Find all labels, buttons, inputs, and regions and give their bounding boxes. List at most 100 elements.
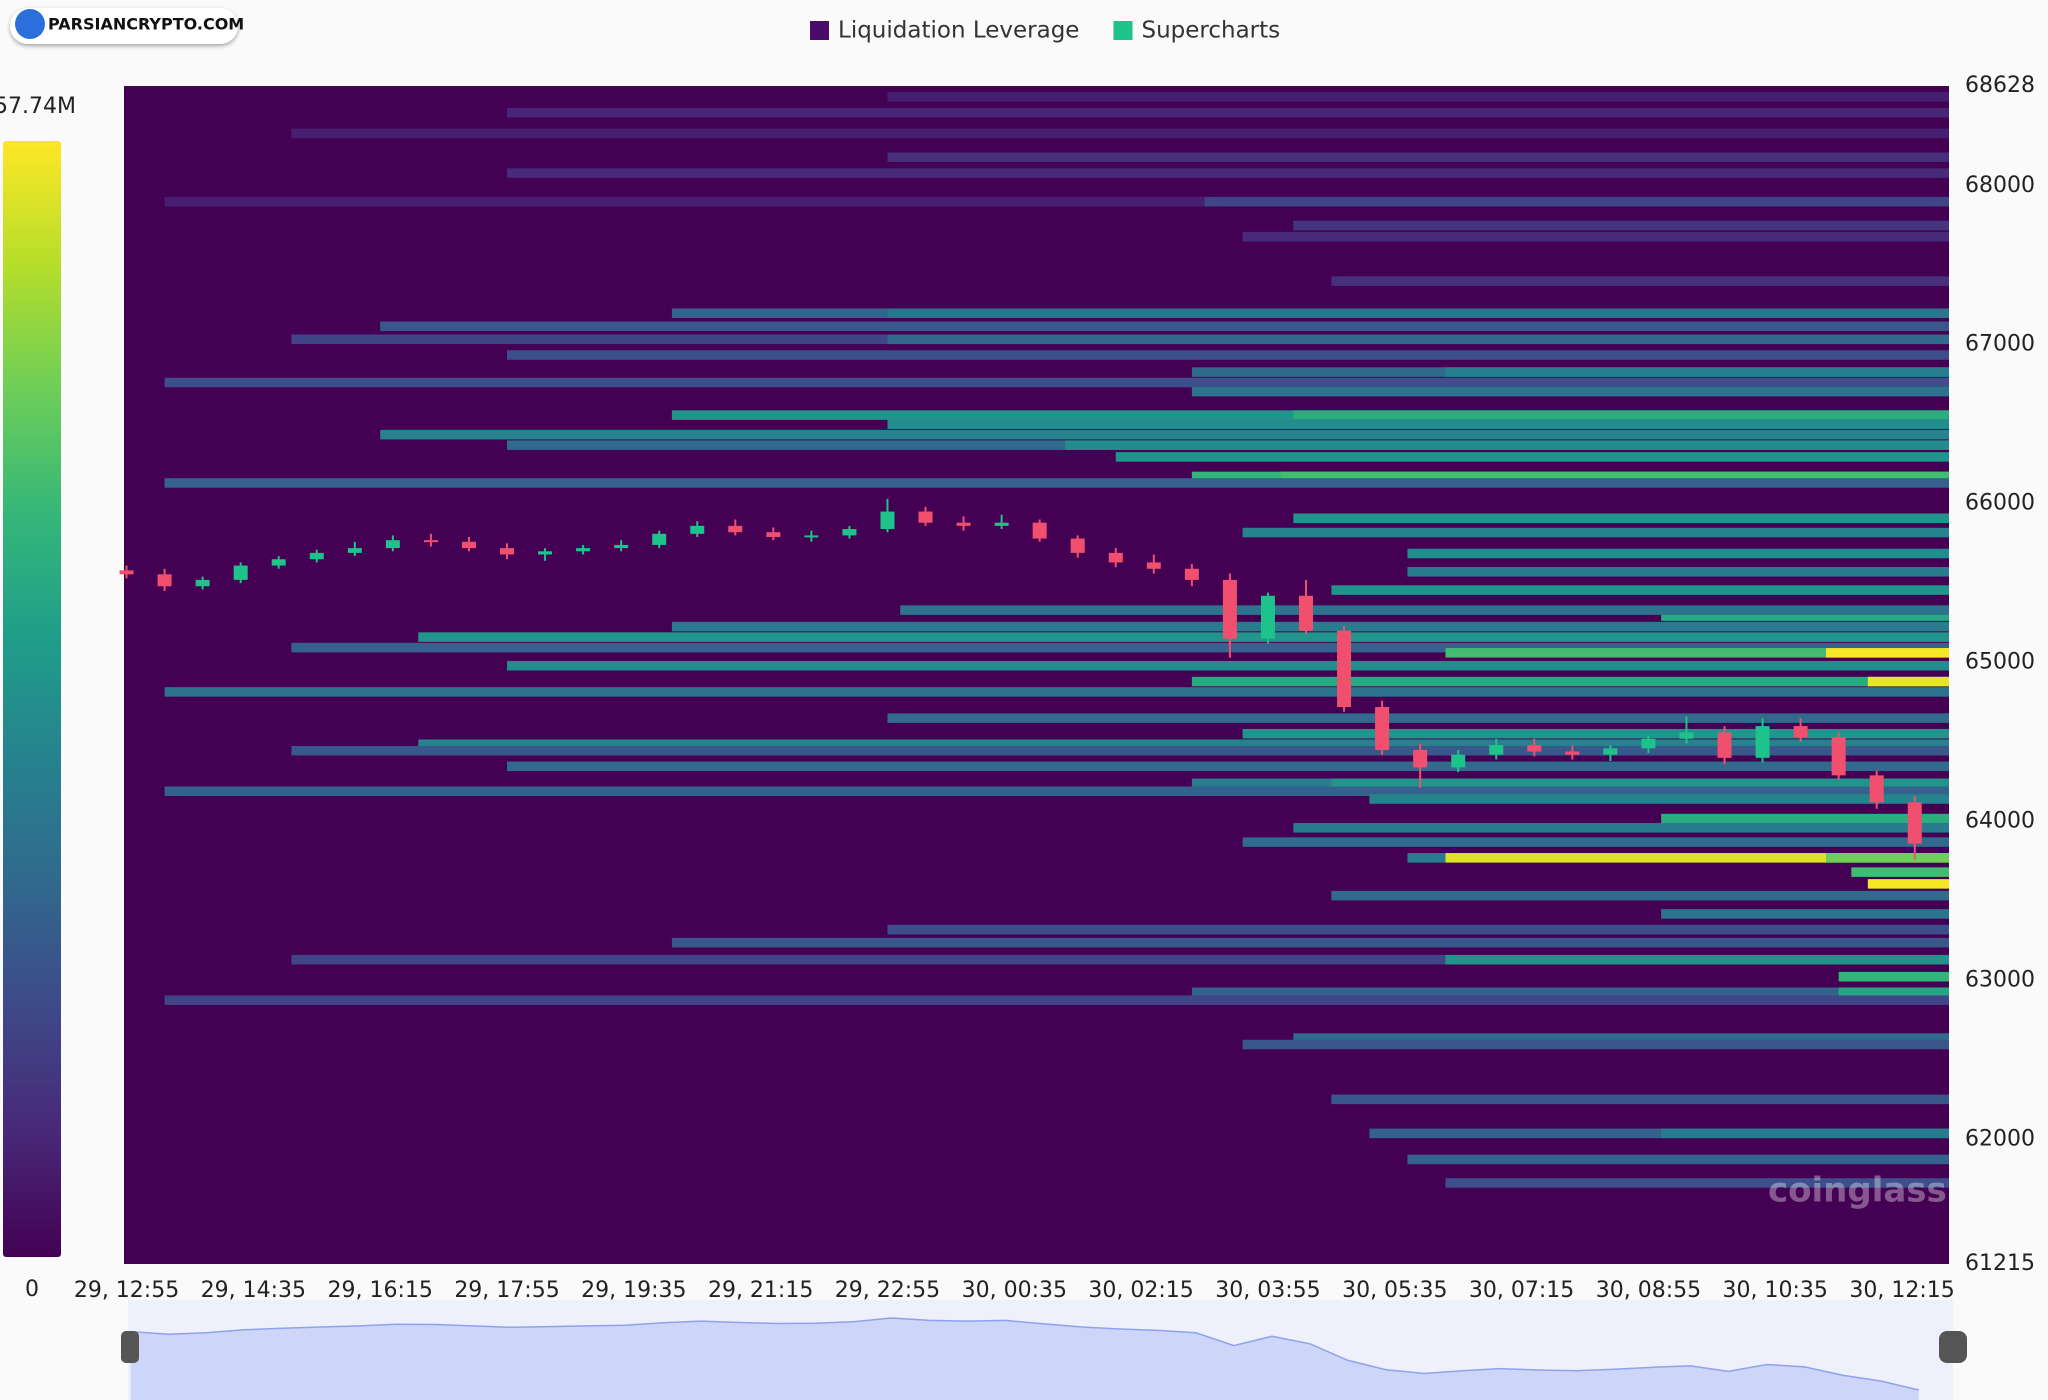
navigator-handle-right[interactable] [1939,1331,1967,1363]
heat-band [1280,471,1949,482]
candle-body [1032,522,1047,539]
heat-band [1661,611,1949,621]
candle-body [1793,726,1808,738]
legend-swatch [810,21,829,40]
x-tick-label: 29, 17:55 [454,1278,559,1303]
candle-body [538,551,553,555]
candle-body [1565,751,1580,755]
y-tick-label: 67000 [1965,332,2035,357]
legend-label: Supercharts [1141,18,1280,44]
logo[interactable]: PARSIANCRYPTO.COM [10,8,244,44]
plot [119,92,1950,1188]
heat-band [1661,909,1949,919]
candle-body [1717,732,1732,758]
x-tick-label: 30, 03:55 [1215,1278,1320,1303]
heat-band [507,761,1949,772]
candle-body [1222,579,1237,639]
x-tick-label: 29, 19:35 [581,1278,686,1303]
heat-band [164,687,1949,697]
heat-band [418,632,1949,642]
heat-band [887,334,1949,345]
heat-band [671,937,1949,948]
logo-text: PARSIANCRYPTO.COM [48,15,244,34]
heat-band [1825,853,1949,863]
candle-body [347,548,362,553]
heat-band [1115,452,1949,462]
candle-body [1108,552,1123,563]
heat-band [1445,367,1949,377]
heat-band [887,924,1949,935]
x-tick-label: 29, 14:35 [201,1278,306,1303]
legend-swatch [1113,21,1133,40]
candle-body [119,570,134,575]
navigator-handle-left[interactable] [121,1331,139,1363]
candle-body [918,511,933,523]
heat-band [507,350,1949,360]
heat-band [1331,1094,1949,1105]
heat-band [164,478,1949,488]
logo-pill [10,8,238,44]
heat-band [380,321,1950,332]
heat-band [164,786,1949,797]
heat-band [1825,648,1949,658]
candle-body [309,552,324,560]
heat-band [1661,1128,1949,1139]
candle-body [842,529,857,536]
heat-band [1293,1033,1949,1043]
heat-band [1065,440,1949,450]
x-tick-label: 30, 05:35 [1342,1278,1447,1303]
heat-band [1293,823,1949,833]
heat-band [1204,196,1949,207]
x-tick-label: 30, 10:35 [1723,1278,1828,1303]
legend: Liquidation Leverage Supercharts [810,18,1280,44]
candle-body [614,544,629,549]
colorbar [3,141,61,1257]
heat-band [291,745,1949,756]
heat-band [1407,567,1949,577]
heat-band [887,419,1949,429]
x-tick-label: 29, 22:55 [835,1278,940,1303]
candle-body [1337,630,1352,708]
candle-body [1070,538,1085,553]
candle-body [233,565,248,580]
heat-band [1331,890,1949,901]
heat-band [1191,987,1949,998]
heat-band [1242,728,1949,739]
x-tick-label: 29, 21:15 [708,1278,813,1303]
heat-band [1293,220,1949,231]
candle-body [1375,707,1390,750]
heat-band [1445,648,1949,658]
x-tick-label: 29, 12:55 [74,1278,179,1303]
candle-body [1869,775,1884,803]
heat-band [1242,231,1949,242]
candle-body [1679,732,1694,739]
y-tick-label: 63000 [1965,967,2035,992]
heat-band [507,107,1949,118]
heat-band [507,168,1949,178]
candle-body [1299,595,1314,631]
heat-band [1242,527,1949,538]
heat-band [1191,676,1949,687]
heat-band [887,713,1949,723]
candle-body [461,541,476,549]
x-tick-label: 30, 02:15 [1088,1278,1193,1303]
navigator-area [130,1318,1919,1400]
candle-body [1755,726,1770,758]
candle-body [1451,754,1466,768]
heat-band [380,429,1950,440]
heat-band [1369,794,1949,804]
y-tick-label: 68628 [1965,73,2035,98]
heat-band [1838,971,1949,982]
x-tick-label: 30, 07:15 [1469,1278,1574,1303]
candle-body [157,574,172,587]
axes: 57.74M 0 61215 62000 63000 64000 65000 66000 670… [0,73,2035,1303]
y-tick-label: 65000 [1965,650,2035,675]
candle-body [500,548,515,555]
candle-body [1146,562,1161,569]
heat-band [291,128,1949,139]
candle-body [195,579,210,587]
heat-band [507,660,1949,671]
candle-body [1184,568,1199,580]
